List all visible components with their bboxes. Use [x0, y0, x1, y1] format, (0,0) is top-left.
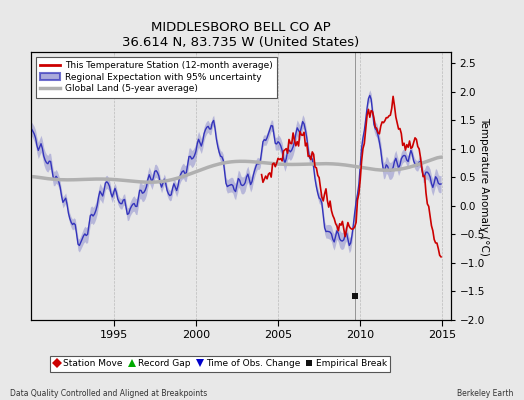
Text: Berkeley Earth: Berkeley Earth: [457, 389, 514, 398]
Text: Data Quality Controlled and Aligned at Breakpoints: Data Quality Controlled and Aligned at B…: [10, 389, 208, 398]
Title: MIDDLESBORO BELL CO AP
36.614 N, 83.735 W (United States): MIDDLESBORO BELL CO AP 36.614 N, 83.735 …: [123, 22, 359, 50]
Y-axis label: Temperature Anomaly (°C): Temperature Anomaly (°C): [479, 116, 489, 256]
Legend: Station Move, Record Gap, Time of Obs. Change, Empirical Break: Station Move, Record Gap, Time of Obs. C…: [50, 356, 390, 372]
